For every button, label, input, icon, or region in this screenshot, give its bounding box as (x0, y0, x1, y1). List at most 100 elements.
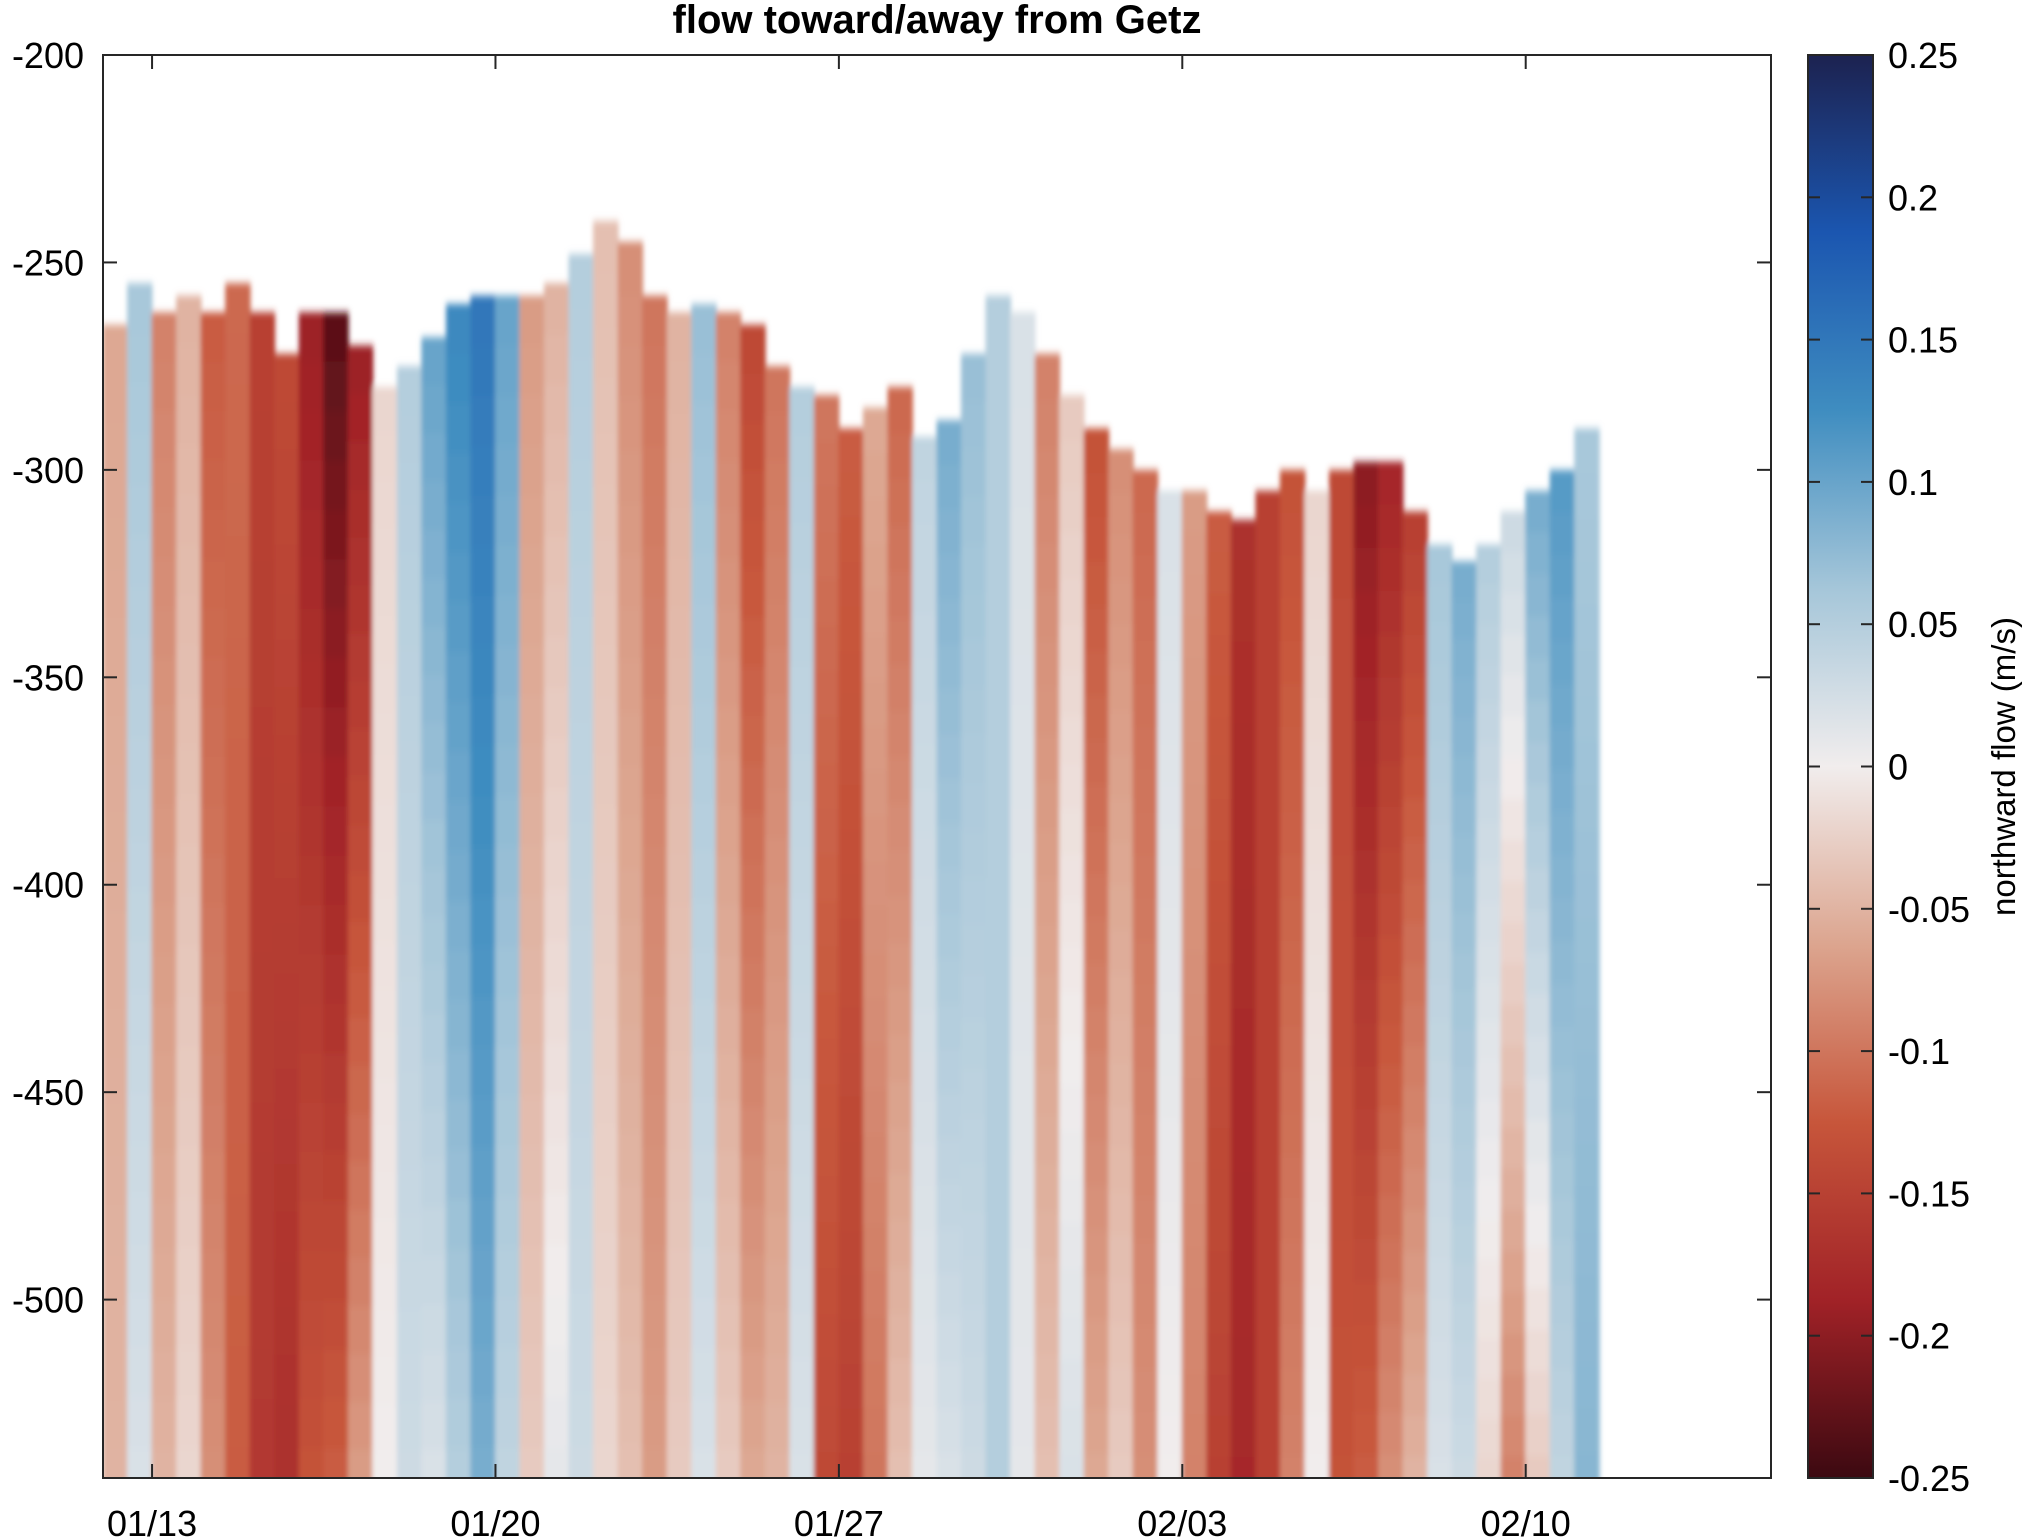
heatmap-cell (249, 1250, 276, 1302)
heatmap-cell (1549, 1412, 1576, 1457)
heatmap-cell (1500, 1128, 1527, 1171)
heatmap-cell (1328, 941, 1355, 985)
heatmap-cell (103, 617, 129, 668)
heatmap-cell (1132, 941, 1159, 985)
heatmap-cell (985, 345, 1012, 397)
heatmap-cell (1279, 469, 1306, 514)
heatmap-cell (1279, 941, 1306, 985)
heatmap-cell (985, 1197, 1012, 1249)
heatmap-cell (691, 1249, 717, 1300)
heatmap-cell (494, 345, 521, 397)
heatmap-cell (1353, 893, 1380, 938)
heatmap-cell (151, 1102, 178, 1154)
heatmap-cell (568, 1031, 595, 1085)
chart-title: flow toward/away from Getz (673, 0, 1202, 42)
heatmap-cell (911, 525, 938, 571)
heatmap-cell (1108, 623, 1134, 669)
heatmap-cell (225, 1093, 251, 1145)
heatmap-cell (1157, 1204, 1183, 1248)
heatmap-cell (225, 789, 251, 841)
heatmap-cell (519, 646, 546, 698)
heatmap-cell (1525, 1330, 1551, 1374)
heatmap-cell (617, 1079, 644, 1133)
heatmap-cell (740, 1009, 766, 1059)
heatmap-cell (911, 1188, 938, 1234)
heatmap-cell (1059, 808, 1085, 856)
heatmap-cell (519, 1347, 546, 1399)
heatmap-cell (103, 1204, 129, 1255)
heatmap-cell (568, 1394, 595, 1448)
heatmap-cell (1476, 1021, 1502, 1062)
heatmap-cell (1083, 1096, 1110, 1143)
heatmap-cell (936, 1048, 963, 1095)
heatmap-cell (1255, 826, 1281, 870)
heatmap-cell (1328, 1069, 1355, 1114)
heatmap-cell (813, 533, 840, 580)
heatmap-cell (396, 1309, 423, 1358)
heatmap-cell (1328, 898, 1355, 943)
heatmap-cell (445, 1298, 472, 1350)
heatmap-cell (617, 974, 644, 1028)
heatmap-cell (568, 1083, 595, 1137)
heatmap-cell (1476, 981, 1502, 1023)
heatmap-cell (1500, 881, 1527, 924)
plot-area (103, 220, 1600, 1478)
heatmap-cell (1157, 658, 1183, 702)
heatmap-cell (1328, 469, 1355, 514)
heatmap-cell (568, 409, 595, 463)
heatmap-cell (1255, 1078, 1281, 1122)
heatmap-cell (1304, 742, 1330, 786)
heatmap-cell (838, 874, 864, 920)
heatmap-cell (151, 312, 178, 363)
heatmap-cell (1279, 898, 1306, 943)
heatmap-cell (764, 1356, 791, 1405)
heatmap-cell (200, 608, 227, 660)
heatmap-cell (127, 890, 153, 943)
heatmap-cell (1157, 910, 1183, 954)
heatmap-cell (1402, 1169, 1429, 1212)
heatmap-cell (470, 1097, 496, 1149)
heatmap-cell (200, 1152, 227, 1203)
heatmap-cell (789, 525, 815, 574)
heatmap-cell (1108, 886, 1134, 931)
heatmap-cell (1353, 634, 1380, 679)
heatmap-cell (494, 946, 521, 999)
heatmap-cell (1157, 742, 1183, 786)
heatmap-cell (103, 911, 129, 962)
heatmap-cell (1500, 840, 1527, 883)
heatmap-cell (1549, 555, 1576, 600)
heatmap-cell (323, 1053, 349, 1104)
heatmap-cell (911, 967, 938, 1013)
heatmap-cell (1181, 1330, 1208, 1374)
heatmap-cell (985, 596, 1012, 648)
heatmap-cell (1083, 1141, 1110, 1188)
heatmap-cell (1255, 1288, 1281, 1332)
heatmap-cell (1549, 1455, 1576, 1478)
heatmap-cell (225, 1143, 251, 1196)
heatmap-cell (519, 997, 546, 1049)
heatmap-cell (103, 471, 129, 522)
heatmap-cell (494, 896, 521, 948)
heatmap-cell (1157, 490, 1183, 534)
heatmap-cell (1328, 769, 1355, 814)
heatmap-cell (1476, 1219, 1502, 1261)
heatmap-cell (1083, 784, 1110, 831)
heatmap-cell (1083, 1007, 1110, 1054)
heatmap-cell (1427, 941, 1453, 983)
heatmap-cell (470, 1397, 496, 1449)
heatmap-cell (225, 1042, 251, 1095)
heatmap-cell (1402, 881, 1429, 924)
heatmap-cell (1525, 826, 1551, 870)
heatmap-cell (666, 855, 693, 907)
y-tick-label: -250 (12, 242, 84, 283)
heatmap-cell (151, 411, 178, 462)
heatmap-cell (298, 1300, 325, 1351)
heatmap-cell (1255, 1246, 1281, 1290)
heatmap-cell (961, 1402, 987, 1452)
heatmap-cell (127, 586, 153, 639)
heatmap-cell (225, 1244, 251, 1297)
heatmap-cell (1378, 1454, 1404, 1478)
heatmap-cell (127, 283, 153, 335)
heatmap-cell (249, 509, 276, 561)
heatmap-cell (1206, 1128, 1232, 1171)
